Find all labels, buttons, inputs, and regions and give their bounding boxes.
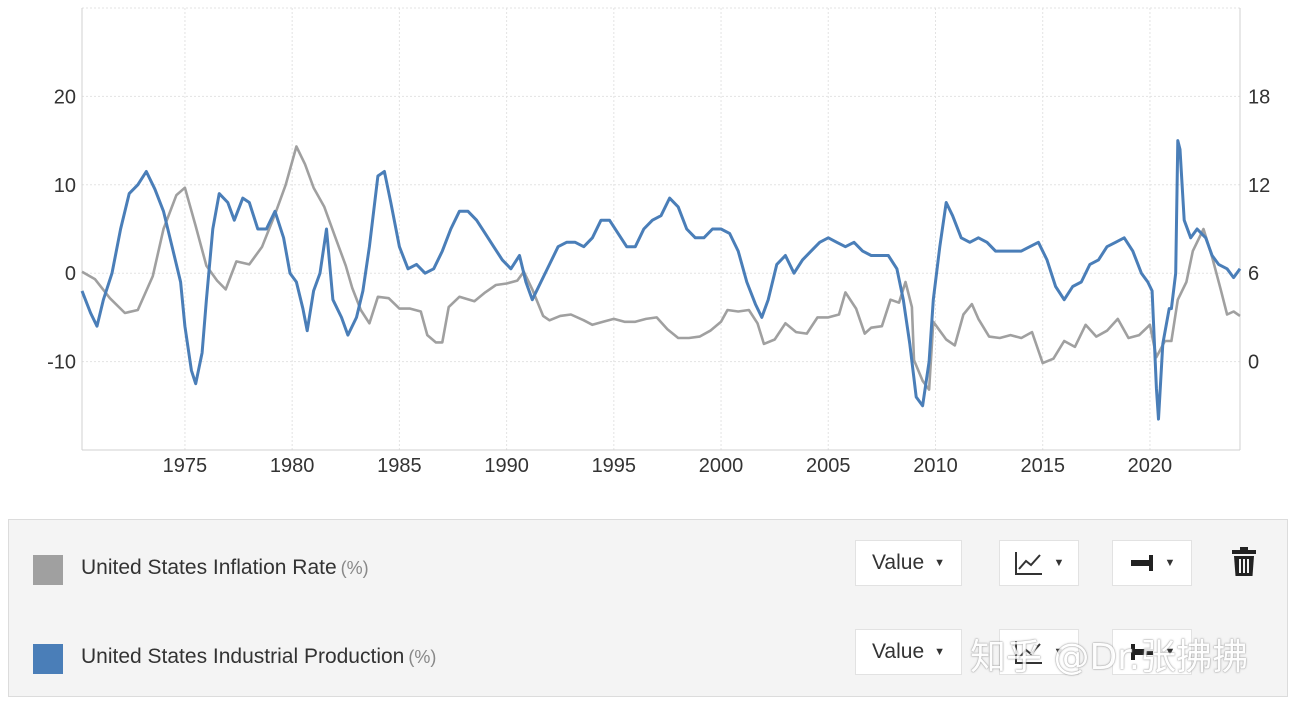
- axis-right-icon: [1130, 555, 1153, 571]
- right-axis-tick-label: 6: [1248, 263, 1259, 285]
- series-panel: United States Inflation Rate (%) Value ▼ ▼…: [8, 519, 1288, 697]
- x-axis-tick-label: 1985: [377, 455, 422, 477]
- x-axis-tick-label: 1995: [592, 455, 637, 477]
- series-line-inflation: [81, 145, 1241, 391]
- series-swatch: [33, 555, 63, 585]
- chart-axes: [81, 8, 1241, 451]
- series-unit: (%): [408, 647, 437, 667]
- line-chart-icon: [1014, 552, 1042, 575]
- x-axis-tick-label: 2015: [1020, 455, 1065, 477]
- left-axis-tick-label: 10: [54, 175, 76, 197]
- right-axis-tick-label: 18: [1248, 86, 1270, 108]
- left-axis-tick-label: 0: [65, 263, 76, 285]
- x-axis-tick-label: 2020: [1128, 455, 1173, 477]
- series-unit: (%): [340, 558, 369, 578]
- value-dropdown[interactable]: Value ▼: [855, 629, 962, 675]
- axis-left-icon: [1130, 644, 1153, 660]
- x-axis-tick-label: 2005: [806, 455, 851, 477]
- line-chart-icon: [1014, 641, 1042, 664]
- series-label: United States Inflation Rate (%): [81, 556, 369, 580]
- value-dropdown-label: Value: [871, 551, 925, 574]
- series-label: United States Industrial Production (%): [81, 645, 436, 669]
- chart-series: [80, 139, 1242, 421]
- x-axis-tick-label: 2010: [913, 455, 958, 477]
- axis-dropdown[interactable]: ▼: [1112, 540, 1192, 586]
- axis-dropdown[interactable]: ▼: [1112, 629, 1192, 675]
- x-axis-tick-label: 1975: [163, 455, 208, 477]
- chart-type-dropdown[interactable]: ▼: [999, 540, 1079, 586]
- caret-down-icon: ▼: [1053, 557, 1065, 569]
- value-dropdown[interactable]: Value ▼: [855, 540, 962, 586]
- x-axis-tick-label: 1990: [484, 455, 529, 477]
- series-name: United States Industrial Production: [81, 645, 405, 668]
- x-axis-tick-label: 1980: [270, 455, 315, 477]
- right-axis-tick-label: 0: [1248, 352, 1259, 374]
- caret-down-icon: ▼: [1164, 646, 1176, 658]
- series-line-industrial-production: [80, 139, 1242, 421]
- series-row-industrial-production: United States Industrial Production (%) V…: [9, 627, 1287, 687]
- trash-icon[interactable]: [1231, 546, 1257, 578]
- series-row-inflation: United States Inflation Rate (%) Value ▼ ▼…: [9, 538, 1287, 598]
- caret-down-icon: ▼: [1164, 557, 1176, 569]
- chart-grid: [82, 7, 1240, 451]
- chart-type-dropdown[interactable]: ▼: [999, 629, 1079, 675]
- x-axis-tick-label: 2000: [699, 455, 744, 477]
- left-axis-tick-label: -10: [47, 352, 76, 374]
- caret-down-icon: ▼: [934, 557, 946, 569]
- watermark: 知乎 @Dr.张拂拂: [970, 637, 1249, 678]
- value-dropdown-label: Value: [871, 640, 925, 663]
- caret-down-icon: ▼: [934, 646, 946, 658]
- series-swatch: [33, 644, 63, 674]
- right-axis-tick-label: 12: [1248, 175, 1270, 197]
- caret-down-icon: ▼: [1053, 646, 1065, 658]
- series-name: United States Inflation Rate: [81, 556, 337, 579]
- left-axis-tick-label: 20: [54, 86, 76, 108]
